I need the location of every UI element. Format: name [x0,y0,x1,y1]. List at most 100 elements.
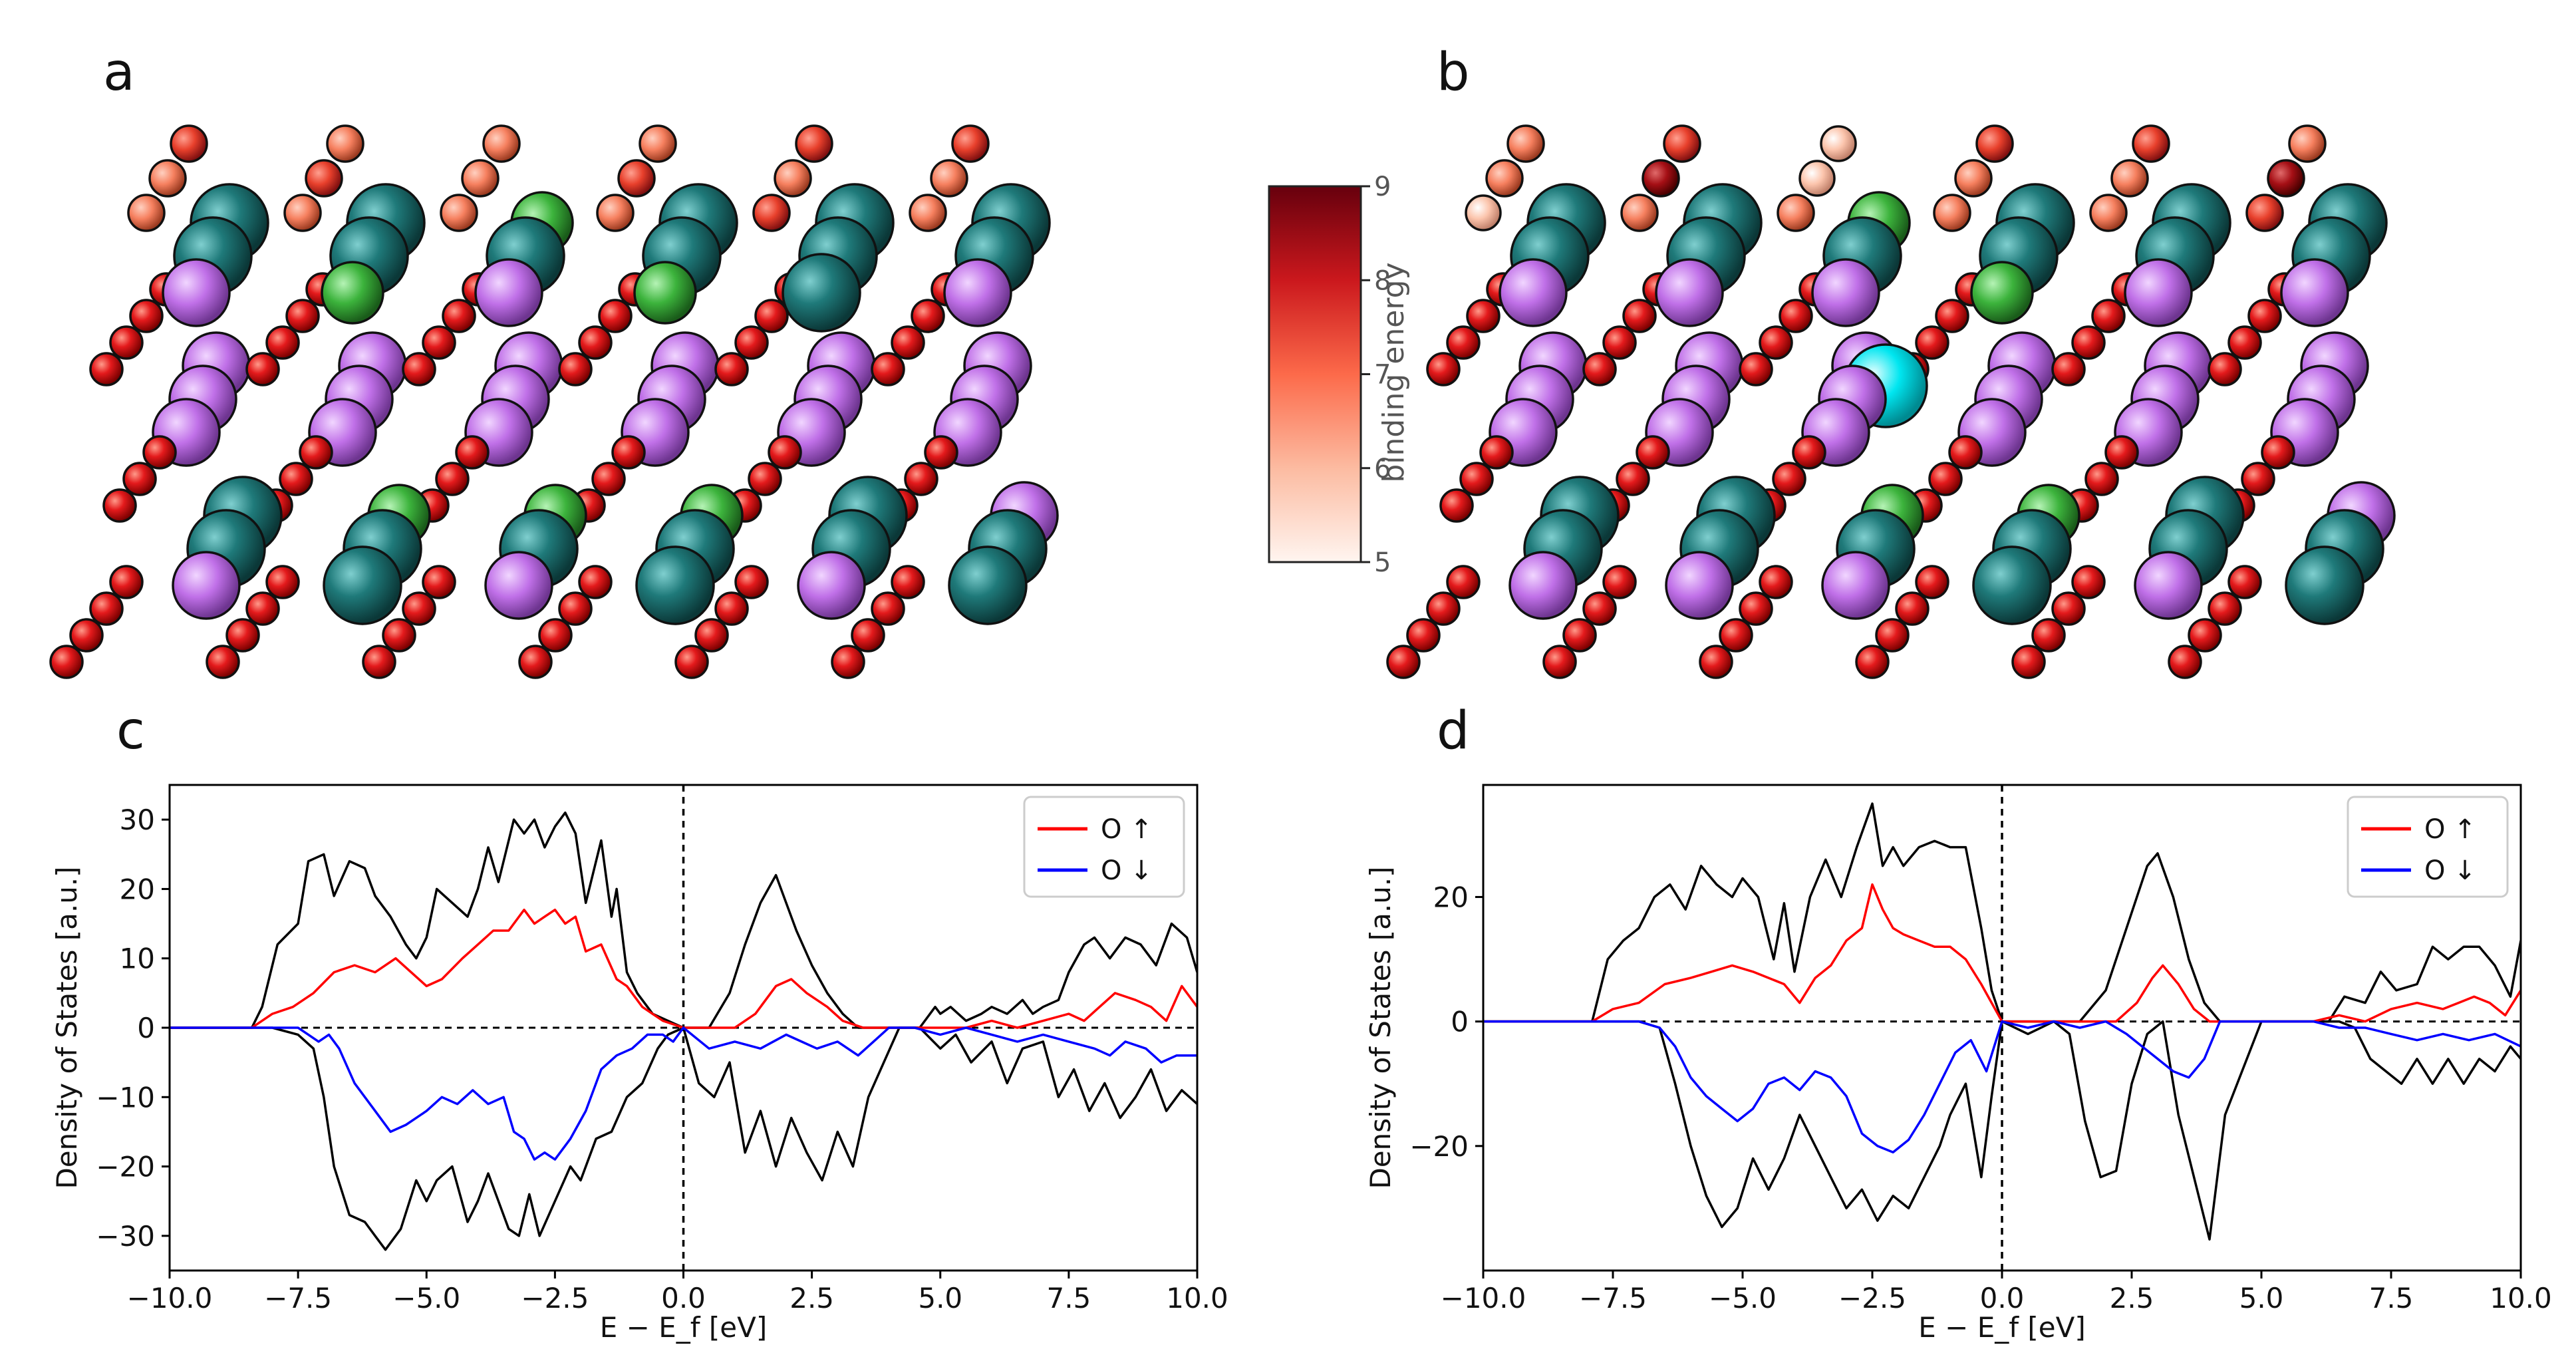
x-tick-label: 10.0 [2490,1282,2552,1314]
x-axis-label: E − E_f [eV] [1918,1311,2085,1344]
legend-label: O ↑ [1101,814,1153,845]
oxygen-atom [1406,618,1441,653]
oxygen-atom [1386,645,1421,679]
surface-oxygen-atom [774,159,812,198]
surface-oxygen-atom [1798,160,1836,197]
colorbar: 5 6 7 8 9 binding energy [1268,172,1411,578]
oxygen-atom [455,435,490,470]
oxygen-atom [1855,645,1890,679]
surface-oxygen-atom [1777,194,1815,232]
oxygen-atom [1466,299,1501,333]
oxygen-atom [142,435,177,470]
x-tick-label: −2.5 [1838,1282,1906,1314]
surface-oxygen-atom [1933,194,1971,232]
surface-oxygen-atom [2245,194,2284,232]
oxygen-atom [1426,591,1461,626]
surface-oxygen-atom [2110,159,2149,198]
surface-oxygen-atom [283,194,322,232]
structure-b [1386,124,2396,679]
y-tick-label: −30 [96,1220,155,1253]
oxygen-atom [1739,352,1773,386]
colorbar-gradient [1268,185,1362,563]
surface-oxygen-atom [1485,159,1524,198]
oxygen-atom [1772,462,1806,496]
colorbar-tick-label: 8 [1374,265,1391,296]
oxygen-atom [69,618,104,653]
purple-metal-atom [484,551,553,620]
purple-metal-atom [474,258,543,327]
y-tick-label: 10 [120,943,155,975]
oxygen-atom [2247,299,2282,333]
surface-oxygen-atom [1506,124,1545,163]
oxygen-atom [538,618,573,653]
oxygen-atom [2104,435,2139,470]
surface-oxygen-atom [639,124,677,163]
y-axis-label: Density of States [a.u.] [1364,866,1397,1189]
oxygen-atom [2208,591,2242,626]
oxygen-atom [1622,299,1657,333]
oxygen-atom [891,325,925,360]
purple-metal-atom [172,551,241,620]
oxygen-atom [1439,488,1474,523]
y-tick-label: −20 [1409,1130,1469,1163]
series-line-o [170,908,1197,1029]
purple-metal-atom [943,258,1012,327]
oxygen-atom [1915,325,1949,360]
surface-oxygen-atom [2132,124,2170,163]
oxygen-atom [1699,645,1733,679]
oxygen-atom [904,462,938,496]
purple-metal-atom [1821,551,1890,620]
oxygen-atom [2091,299,2126,333]
purple-metal-atom [1499,258,1568,327]
oxygen-atom [1759,565,1793,599]
surface-oxygen-atom [909,194,947,232]
panel-label-a: a [103,43,135,102]
teal-metal-atom [323,545,402,625]
purple-metal-atom [797,551,866,620]
oxygen-atom [1582,591,1617,626]
oxygen-atom [1928,462,1963,496]
oxygen-atom [1616,462,1650,496]
oxygen-atom [768,435,802,470]
oxygen-atom [578,325,613,360]
oxygen-atom [891,565,925,599]
oxygen-atom [2188,618,2222,653]
oxygen-atom [674,645,709,679]
oxygen-atom [442,299,476,333]
oxygen-atom [1602,325,1637,360]
x-tick-label: 7.5 [1046,1282,1091,1314]
oxygen-atom [265,565,300,599]
oxygen-atom [714,352,749,386]
surface-oxygen-atom [951,124,990,163]
oxygen-atom [435,462,470,496]
green-metal-atom [1970,261,2034,325]
series-line-total [1483,802,2521,1023]
oxygen-atom [285,299,320,333]
surface-oxygen-atom [127,194,166,232]
teal-metal-atom [635,545,715,625]
oxygen-atom [402,352,436,386]
oxygen-atom [2227,325,2262,360]
x-tick-label: −7.5 [1579,1282,1647,1314]
oxygen-atom [1446,565,1481,599]
colorbar-label: binding energy [1377,262,1411,482]
oxygen-atom [1875,618,1910,653]
oxygen-atom [206,645,240,679]
green-metal-atom [321,261,384,325]
oxygen-atom [871,352,905,386]
purple-metal-atom [2124,258,2193,327]
oxygen-atom [109,565,144,599]
oxygen-atom [1602,565,1637,599]
y-tick-label: 0 [137,1012,155,1044]
dos-chart-c: −10.0 −7.5 −5.0 −2.5 0.0 2.5 5.0 7.5 10.0 −30 −20 −… [51,784,1228,1344]
x-tick-label: 0.0 [661,1282,706,1314]
surface-oxygen-atom [1663,124,1701,163]
oxygen-atom [2071,565,2106,599]
teal-metal-atom [2285,545,2364,625]
surface-oxygen-atom [326,124,364,163]
oxygen-atom [362,645,396,679]
surface-oxygen-atom [148,159,187,198]
y-tick-label: 0 [1451,1006,1469,1038]
teal-metal-atom [948,545,1028,625]
